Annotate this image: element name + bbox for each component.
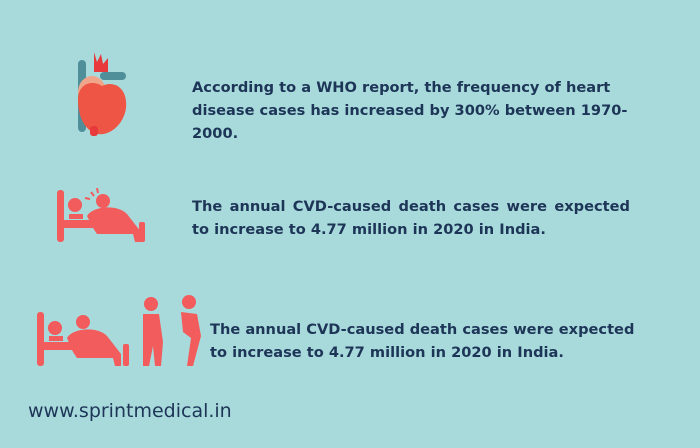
heart-icon bbox=[78, 52, 127, 136]
fact-text-2: The annual CVD-caused death cases were e… bbox=[192, 198, 630, 238]
fact-text-1: According to a WHO report, the frequency… bbox=[192, 79, 628, 142]
grieving-family-icon bbox=[37, 295, 201, 366]
website-footer: www.sprintmedical.in bbox=[28, 400, 232, 422]
fact-text-3: The annual CVD-caused death cases were e… bbox=[210, 321, 635, 361]
patient-in-bed-icon bbox=[57, 188, 145, 242]
